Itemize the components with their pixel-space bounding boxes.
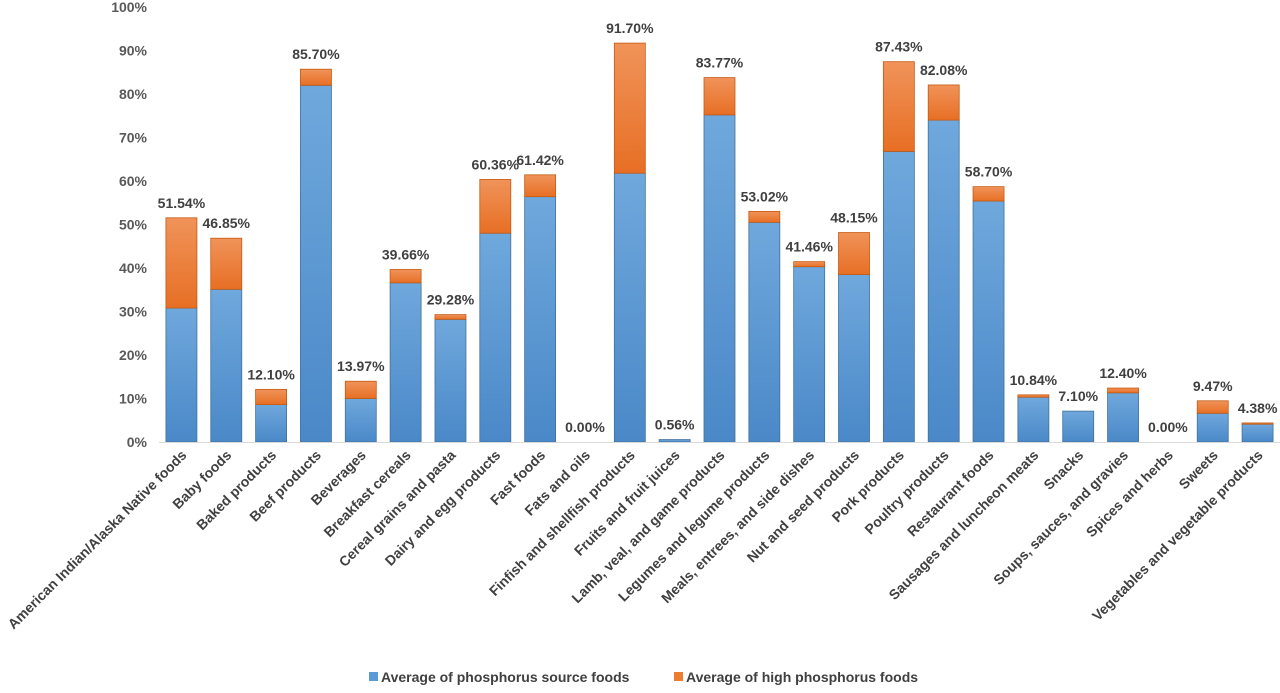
bar-source-foods xyxy=(479,232,512,443)
bar-source-foods xyxy=(882,151,915,443)
bar-high-phosphorus-foods xyxy=(524,174,557,198)
data-label: 41.46% xyxy=(785,239,833,255)
bar-high-phosphorus-foods xyxy=(927,84,960,121)
bar-high-phosphorus-foods xyxy=(389,269,422,284)
y-tick-label: 10% xyxy=(119,391,148,407)
bar-high-phosphorus-foods xyxy=(748,210,781,223)
bar-high-phosphorus-foods xyxy=(300,68,332,86)
data-label: 48.15% xyxy=(830,210,878,226)
data-labels-group: 51.54% 46.85% 12.10% 85.70% 13.97% 39.66% 29.2… xyxy=(158,20,1278,435)
legend-label-high-phosphorus: Average of high phosphorus foods xyxy=(686,669,918,685)
y-tick-label: 30% xyxy=(119,304,148,320)
bar-high-phosphorus-foods xyxy=(613,42,646,174)
bar-source-foods xyxy=(1241,423,1274,443)
bar-source-foods xyxy=(972,200,1005,443)
data-label: 9.47% xyxy=(1193,378,1233,394)
bar-source-foods xyxy=(748,221,781,443)
data-label: 85.70% xyxy=(292,46,340,62)
bar-high-phosphorus-foods xyxy=(838,232,870,275)
data-label: 4.38% xyxy=(1238,400,1278,416)
y-tick-label: 0% xyxy=(127,434,148,450)
x-category-label: Sweets xyxy=(1175,447,1221,493)
bar-high-phosphorus-foods xyxy=(255,388,288,405)
legend-label-source-foods: Average of phosphorus source foods xyxy=(381,669,630,685)
data-label: 29.28% xyxy=(427,292,475,308)
bar-high-phosphorus-foods xyxy=(972,186,1005,202)
data-label: 7.10% xyxy=(1058,388,1098,404)
bar-high-phosphorus-foods xyxy=(479,179,512,234)
bar-source-foods xyxy=(434,318,467,443)
bar-high-phosphorus-foods xyxy=(210,237,243,290)
bar-source-foods xyxy=(389,282,422,443)
y-tick-label: 20% xyxy=(119,347,148,363)
data-label: 53.02% xyxy=(741,188,789,204)
x-category-label: Poultry products xyxy=(861,447,952,538)
data-label: 0.00% xyxy=(1148,419,1188,435)
y-axis: 0% 10% 20% 30% 40% 50% 60% 70% 80% 90% 100% xyxy=(111,0,147,450)
bar-source-foods xyxy=(524,196,557,443)
bar-high-phosphorus-foods xyxy=(1017,394,1050,398)
data-label: 82.08% xyxy=(920,62,968,78)
bar-source-foods xyxy=(838,274,870,443)
x-category-label: Spices and herbs xyxy=(1083,447,1176,540)
x-category-label: American Indian/Alaska Native foods xyxy=(4,447,189,632)
data-label: 83.77% xyxy=(696,55,744,71)
y-tick-label: 40% xyxy=(119,260,148,276)
bar-high-phosphorus-foods xyxy=(882,61,915,152)
y-tick-label: 70% xyxy=(119,130,148,146)
bar-source-foods xyxy=(165,307,198,443)
bar-source-foods xyxy=(255,404,288,443)
bar-high-phosphorus-foods xyxy=(793,261,826,268)
bar-source-foods xyxy=(1017,396,1050,443)
bar-source-foods xyxy=(927,119,960,443)
bar-source-foods xyxy=(658,439,691,443)
bars-group xyxy=(165,42,1274,443)
bar-high-phosphorus-foods xyxy=(1196,400,1229,414)
bar-high-phosphorus-foods xyxy=(1107,387,1139,394)
y-tick-label: 80% xyxy=(119,86,148,102)
data-label: 39.66% xyxy=(382,246,430,262)
data-label: 10.84% xyxy=(1010,372,1058,388)
bar-source-foods xyxy=(703,114,736,443)
bar-source-foods xyxy=(300,84,332,443)
bar-source-foods xyxy=(613,172,646,443)
bar-source-foods xyxy=(1196,412,1229,443)
bar-high-phosphorus-foods xyxy=(165,217,198,309)
bar-high-phosphorus-foods xyxy=(703,77,736,116)
data-label: 58.70% xyxy=(965,164,1013,180)
x-category-label: Baked products xyxy=(193,447,279,533)
data-label: 46.85% xyxy=(203,215,251,231)
data-label: 60.36% xyxy=(472,156,520,172)
data-label: 12.10% xyxy=(247,366,295,382)
bar-high-phosphorus-foods xyxy=(1241,422,1274,425)
data-label: 13.97% xyxy=(337,358,385,374)
legend-swatch-source-foods xyxy=(369,672,378,681)
y-tick-label: 50% xyxy=(119,217,148,233)
data-label: 51.54% xyxy=(158,195,206,211)
bar-high-phosphorus-foods xyxy=(344,380,377,399)
y-tick-label: 90% xyxy=(119,43,148,59)
bar-source-foods xyxy=(1062,410,1095,443)
legend-swatch-high-phosphorus xyxy=(674,672,683,681)
data-label: 91.70% xyxy=(606,20,654,36)
bar-source-foods xyxy=(210,288,243,443)
y-tick-label: 100% xyxy=(111,0,147,15)
data-label: 0.56% xyxy=(655,417,695,433)
data-label: 12.40% xyxy=(1099,365,1147,381)
data-label: 61.42% xyxy=(516,152,564,168)
data-label: 87.43% xyxy=(875,39,923,55)
bar-high-phosphorus-foods xyxy=(434,314,467,320)
bar-source-foods xyxy=(793,266,826,443)
y-tick-label: 60% xyxy=(119,173,148,189)
legend: Average of phosphorus source foods Averag… xyxy=(369,669,918,685)
bar-source-foods xyxy=(1107,392,1139,443)
x-axis: American Indian/Alaska Native foodsBaby … xyxy=(4,442,1280,632)
data-label: 0.00% xyxy=(565,419,605,435)
bar-source-foods xyxy=(344,398,377,443)
